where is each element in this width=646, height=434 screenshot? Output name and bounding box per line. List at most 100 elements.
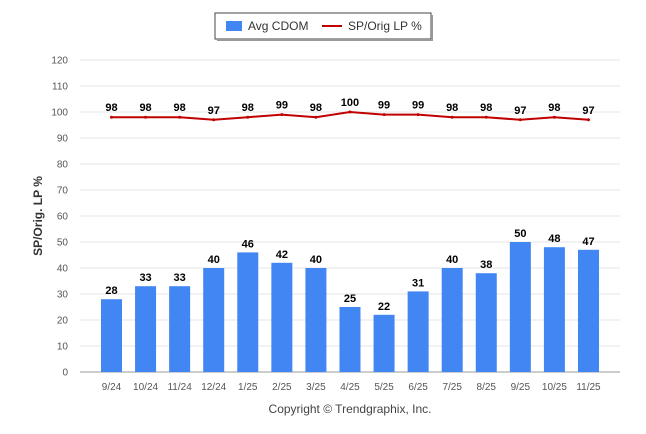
legend-swatch-bar bbox=[226, 21, 242, 31]
y-tick-label: 70 bbox=[57, 186, 69, 197]
bar-data-label: 33 bbox=[174, 272, 186, 284]
bar-data-label: 40 bbox=[446, 254, 458, 266]
bar bbox=[135, 286, 157, 372]
bar-data-label: 50 bbox=[514, 228, 526, 240]
bar bbox=[271, 262, 293, 372]
y-tick-label: 10 bbox=[57, 342, 69, 353]
bar bbox=[101, 299, 122, 372]
line-data-label: 99 bbox=[276, 100, 288, 112]
line-data-label: 98 bbox=[480, 102, 492, 114]
x-tick-label: 2/25 bbox=[272, 382, 292, 393]
bar-data-label: 28 bbox=[105, 285, 117, 297]
line-data-label: 98 bbox=[174, 102, 186, 114]
x-tick-label: 12/24 bbox=[201, 382, 226, 393]
bar-data-label: 48 bbox=[548, 233, 560, 245]
x-tick-label: 5/25 bbox=[374, 382, 394, 393]
x-tick-label: 4/25 bbox=[340, 382, 360, 393]
bar bbox=[203, 268, 225, 372]
legend: Avg CDOM SP/Orig LP % bbox=[214, 12, 433, 41]
bar bbox=[475, 273, 497, 372]
x-tick-label: 10/24 bbox=[133, 382, 158, 393]
line-point bbox=[178, 115, 182, 119]
line-point bbox=[110, 115, 113, 119]
bar-data-label: 31 bbox=[412, 277, 424, 289]
line-point bbox=[416, 113, 420, 117]
x-tick-label: 1/25 bbox=[238, 382, 258, 393]
bar-data-label: 40 bbox=[310, 254, 322, 266]
line-series bbox=[110, 110, 590, 122]
bar-data-label: 25 bbox=[344, 293, 356, 305]
line-data-label: 98 bbox=[310, 102, 322, 114]
line-data-label: 97 bbox=[582, 105, 594, 117]
line-data-label: 97 bbox=[208, 105, 220, 117]
line-data-label: 98 bbox=[548, 102, 560, 114]
line-point bbox=[450, 115, 454, 119]
line-data-label: 98 bbox=[446, 102, 458, 114]
bar-data-label: 42 bbox=[276, 249, 288, 261]
bar bbox=[237, 252, 259, 372]
bar-data-label: 40 bbox=[208, 254, 220, 266]
line-point bbox=[212, 118, 216, 122]
copyright-text: Copyright © Trendgraphix, Inc. bbox=[269, 402, 432, 416]
line-data-label: 98 bbox=[105, 102, 117, 114]
line-point bbox=[280, 113, 284, 117]
line-data-label: 98 bbox=[242, 102, 254, 114]
x-tick-label: 11/25 bbox=[576, 382, 601, 393]
y-tick-label: 40 bbox=[57, 264, 69, 275]
x-tick-label: 9/24 bbox=[102, 382, 122, 393]
bar-data-label: 38 bbox=[480, 259, 492, 271]
y-tick-labels: 0 10 20 30 40 50 60 70 80 90 100 110 120 bbox=[51, 56, 68, 379]
y-tick-label: 20 bbox=[57, 316, 69, 327]
x-tick-label: 6/25 bbox=[408, 382, 428, 393]
line-point bbox=[246, 115, 250, 119]
bar bbox=[169, 286, 191, 372]
x-tick-label: 3/25 bbox=[306, 382, 326, 393]
line-data-label: 98 bbox=[139, 102, 151, 114]
bar-data-labels: 28 33 33 40 46 42 40 25 22 31 40 38 50 48 47 bbox=[105, 228, 594, 313]
legend-label-bar: Avg CDOM bbox=[248, 19, 308, 33]
line-point bbox=[552, 115, 556, 119]
bar bbox=[543, 247, 565, 372]
line-data-label: 99 bbox=[412, 100, 424, 112]
x-tick-label: 11/24 bbox=[167, 382, 192, 393]
line-data-label: 99 bbox=[378, 100, 390, 112]
bar-data-label: 33 bbox=[139, 272, 151, 284]
y-tick-label: 90 bbox=[57, 134, 69, 145]
y-tick-label: 0 bbox=[62, 368, 68, 379]
y-tick-label: 80 bbox=[57, 160, 69, 171]
x-tick-labels: 9/24 10/24 11/24 12/24 1/25 2/25 3/25 4/25 5/25 6… bbox=[102, 382, 601, 393]
x-tick-label: 8/25 bbox=[477, 382, 497, 393]
line-point bbox=[484, 115, 488, 119]
y-tick-label: 30 bbox=[57, 290, 69, 301]
line-point bbox=[348, 110, 352, 114]
line-point bbox=[518, 118, 522, 122]
x-tick-label: 9/25 bbox=[511, 382, 531, 393]
y-tick-label: 60 bbox=[57, 212, 69, 223]
y-tick-label: 50 bbox=[57, 238, 69, 249]
bar bbox=[407, 291, 429, 372]
y-tick-label: 110 bbox=[52, 82, 68, 93]
legend-label-line: SP/Orig LP % bbox=[348, 19, 422, 33]
bar bbox=[373, 314, 395, 372]
line-point bbox=[314, 115, 318, 119]
legend-shadow-bottom bbox=[217, 39, 433, 41]
bar bbox=[441, 268, 463, 372]
line-data-label: 100 bbox=[341, 97, 359, 109]
bar-data-label: 47 bbox=[582, 236, 594, 248]
y-tick-label: 100 bbox=[51, 108, 68, 119]
line-data-labels: 98 98 98 97 98 99 98 100 99 99 98 98 97 98 97 bbox=[105, 97, 594, 117]
y-tick-label: 120 bbox=[51, 56, 68, 67]
legend-shadow bbox=[431, 15, 433, 41]
bars bbox=[101, 242, 599, 372]
bar bbox=[509, 242, 531, 372]
y-axis-title: SP/Orig. LP % bbox=[31, 176, 45, 256]
line-point bbox=[586, 118, 590, 122]
bar-data-label: 46 bbox=[242, 238, 254, 250]
bar bbox=[577, 249, 599, 372]
x-tick-label: 7/25 bbox=[442, 382, 462, 393]
line-point bbox=[382, 113, 386, 117]
line-data-label: 97 bbox=[514, 105, 526, 117]
x-tick-label: 10/25 bbox=[542, 382, 567, 393]
